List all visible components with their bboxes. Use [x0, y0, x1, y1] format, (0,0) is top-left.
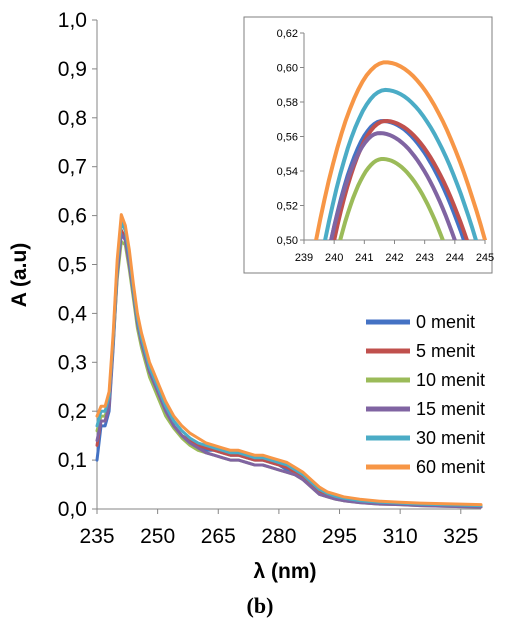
x-tick-label: 265	[201, 525, 236, 548]
inset-x-tick-label: 240	[325, 252, 343, 264]
y-tick-label: 0,3	[58, 351, 87, 374]
y-tick-labels: 0,0 0,1 0,2 0,3 0,4 0,5 0,6 0,7 0,8 0,9 1,0	[58, 9, 88, 521]
inset-y-tick-labels: 0,50 0,52 0,54 0,56 0,58 0,60 0,62	[277, 28, 298, 247]
x-tick-label: 310	[383, 525, 418, 548]
y-tick-label: 0,0	[58, 498, 87, 521]
inset-y-tick-label: 0,52	[277, 201, 298, 213]
y-tick-label: 0,5	[58, 254, 87, 277]
y-tick-label: 0,9	[58, 58, 87, 81]
inset-x-tick-labels: 239 240 241 242 243 244 245	[295, 252, 494, 264]
series-line-60-menit	[95, 213, 483, 507]
panel-label: (b)	[247, 593, 274, 618]
inset-series-line-10-menit	[338, 157, 445, 240]
x-tick-label: 295	[322, 525, 357, 548]
x-tick-label: 325	[443, 525, 478, 548]
y-tick-label: 0,8	[58, 107, 87, 130]
series-line-15-menit	[95, 232, 483, 509]
x-axis-label: λ (nm)	[254, 560, 317, 583]
main-series-lines	[95, 213, 483, 509]
inset-series-lines	[314, 60, 487, 240]
legend-label: 0 menit	[416, 312, 475, 332]
x-tick-label: 235	[79, 525, 114, 548]
y-tick-label: 1,0	[58, 9, 87, 32]
y-tick-label: 0,1	[58, 449, 87, 472]
legend-label: 5 menit	[416, 341, 475, 361]
inset-y-tick-label: 0,58	[277, 97, 298, 109]
y-tick-label: 0,6	[58, 205, 87, 228]
y-tick-label: 0,2	[58, 400, 87, 423]
x-tick-labels: 235 250 265 280 295 310 325	[79, 525, 478, 548]
y-tick-label: 0,7	[58, 156, 87, 179]
inset-y-tick-label: 0,60	[277, 63, 298, 75]
inset-x-tick-label: 239	[295, 252, 313, 264]
legend-label: 10 menit	[416, 370, 485, 390]
inset-series-line-30-menit	[323, 87, 478, 240]
legend-label: 15 menit	[416, 399, 485, 419]
inset-y-tick-label: 0,54	[277, 166, 298, 178]
legend: 0 menit 5 menit 10 menit 15 menit 30 menit 60…	[366, 312, 485, 477]
x-tick-label: 280	[261, 525, 296, 548]
inset-y-tick-label: 0,50	[277, 235, 298, 247]
inset-y-tick-label: 0,62	[277, 28, 298, 40]
inset-x-tick-label: 241	[355, 252, 373, 264]
inset-y-tick-label: 0,56	[277, 132, 298, 144]
y-axis-label: A (a.u)	[8, 243, 31, 308]
x-tick-label: 250	[140, 525, 175, 548]
inset-series-line-60-menit	[314, 60, 487, 240]
y-tick-label: 0,4	[58, 302, 88, 325]
legend-label: 30 menit	[416, 428, 485, 448]
inset-x-tick-label: 243	[415, 252, 433, 264]
inset-series-line-15-menit	[329, 131, 457, 240]
legend-label: 60 menit	[416, 457, 485, 477]
inset-x-tick-label: 245	[476, 252, 494, 264]
inset-x-tick-label: 244	[446, 252, 464, 264]
main-axis-ticks	[92, 19, 462, 514]
inset-x-tick-label: 242	[385, 252, 403, 264]
